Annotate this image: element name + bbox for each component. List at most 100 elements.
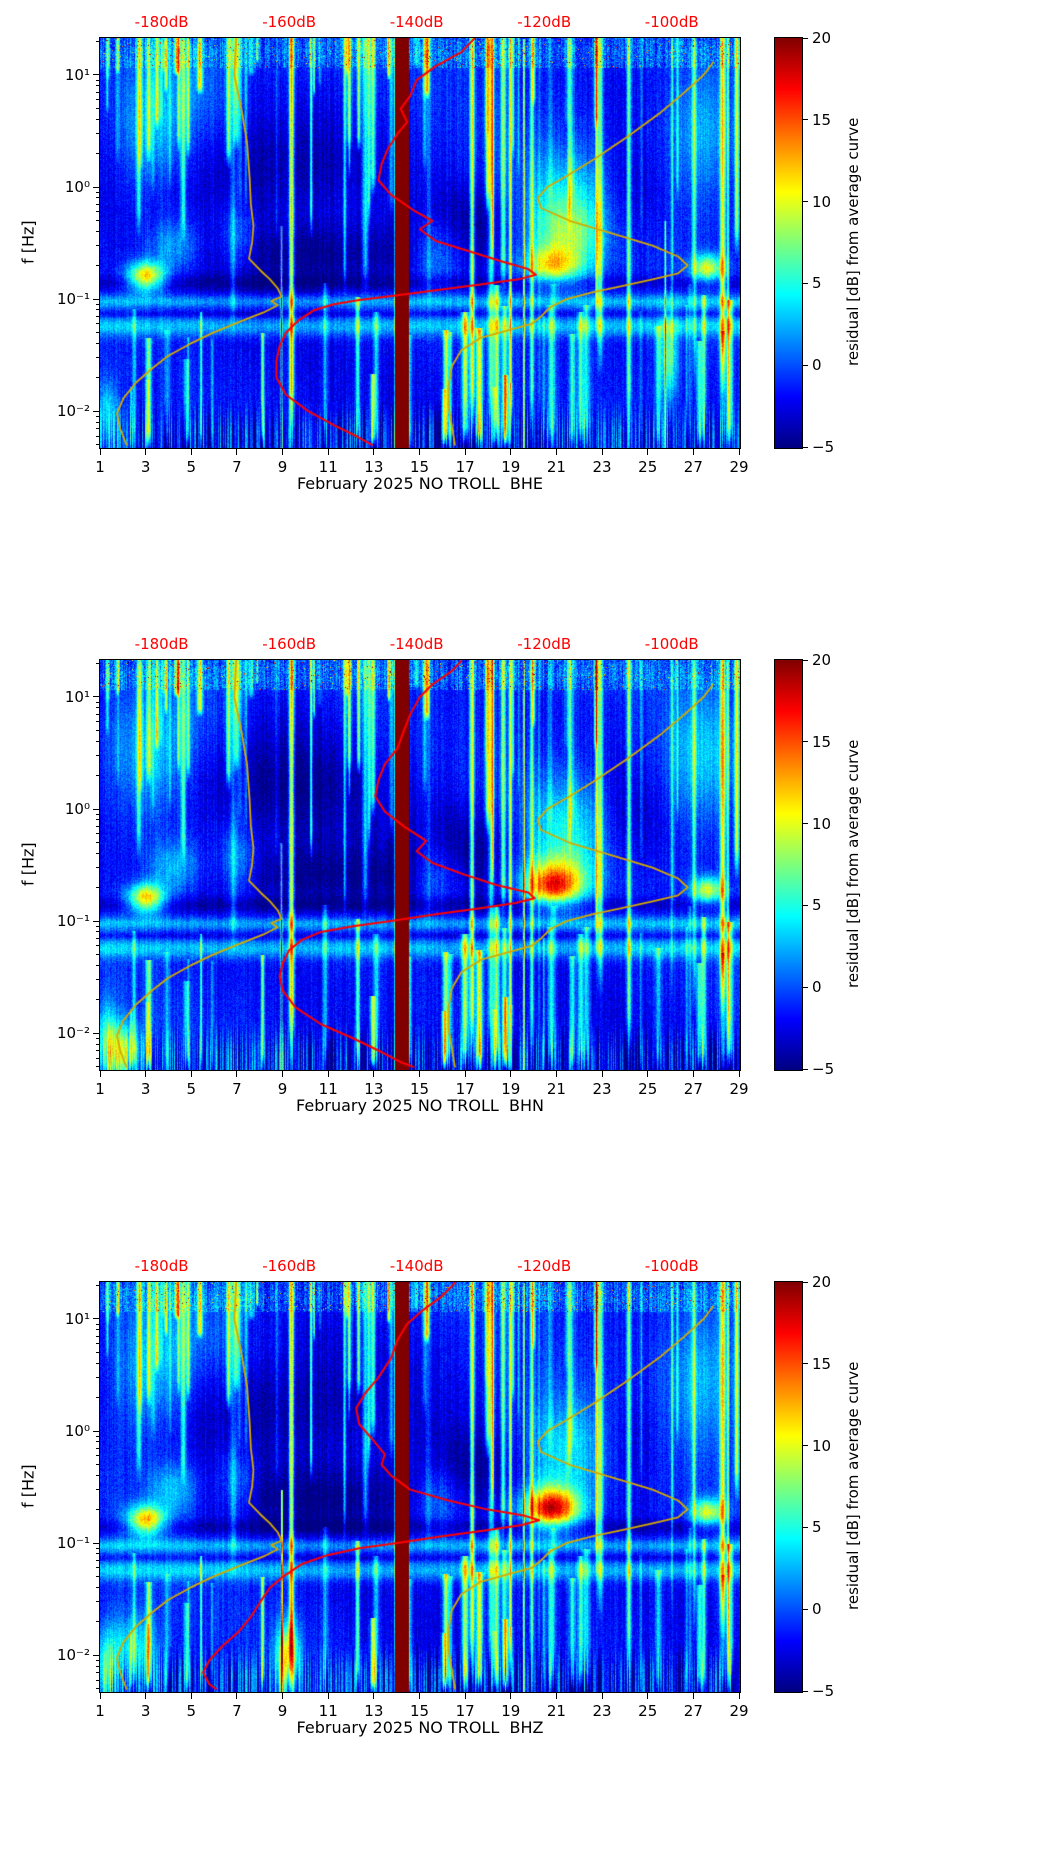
x-axis-tick [601, 1693, 603, 1699]
plot-area [99, 659, 741, 1071]
y-axis-minor-tick [96, 1447, 99, 1449]
top-axis-db-label: -160dB [262, 1257, 317, 1275]
figure-panel-bhn: f [Hz] February 2025 NO TROLL BHN residu… [0, 622, 1052, 1244]
y-axis-minor-tick [96, 965, 99, 967]
x-axis-tick [145, 449, 147, 455]
colorbar-tick [803, 446, 808, 448]
x-axis-label: February 2025 NO TROLL BHN [296, 1096, 544, 1115]
y-axis-minor-tick [96, 1396, 99, 1398]
top-axis-db-label: -100dB [644, 13, 699, 31]
y-axis-minor-tick [96, 774, 99, 776]
colorbar-tick [803, 904, 808, 906]
colorbar-tick [803, 659, 808, 661]
x-axis-tick [601, 449, 603, 455]
colorbar-gradient [775, 1282, 802, 1692]
y-axis-minor-tick [96, 343, 99, 345]
y-axis-minor-tick [96, 998, 99, 1000]
x-axis-tick [692, 1693, 694, 1699]
y-tick-label: 10⁻² [56, 1646, 90, 1665]
colorbar-tick [803, 201, 808, 203]
colorbar-gradient [775, 38, 802, 448]
x-tick-label: 1 [95, 458, 105, 476]
y-axis-minor-tick [96, 1587, 99, 1589]
colorbar-tick-label: −5 [812, 438, 835, 456]
x-axis-tick [555, 1693, 557, 1699]
x-tick-label: 23 [592, 1702, 612, 1720]
y-axis-minor-tick [96, 245, 99, 247]
top-axis-db-label: -100dB [644, 635, 699, 653]
plot-area [99, 1281, 741, 1693]
x-tick-label: 25 [638, 1702, 658, 1720]
x-tick-label: 17 [455, 458, 475, 476]
y-axis-minor-tick [96, 133, 99, 135]
y-axis-minor-tick [96, 332, 99, 334]
y-axis-minor-tick [96, 421, 99, 423]
colorbar-tick-label: 10 [812, 192, 832, 211]
x-tick-label: 11 [318, 1702, 338, 1720]
x-axis-tick [464, 1693, 466, 1699]
y-axis-minor-tick [96, 1284, 99, 1286]
x-axis-label: February 2025 NO TROLL BHZ [296, 1718, 544, 1737]
y-axis-minor-tick [96, 1576, 99, 1578]
y-axis-minor-tick [96, 1688, 99, 1690]
y-axis-minor-tick [96, 937, 99, 939]
y-axis-minor-tick [96, 1037, 99, 1039]
colorbar [774, 37, 803, 449]
x-axis-tick [419, 1071, 420, 1077]
x-axis-tick [99, 1693, 101, 1699]
top-axis-db-label: -160dB [262, 635, 317, 653]
colorbar-tick-label: 10 [812, 814, 832, 833]
y-axis-minor-tick [96, 1049, 99, 1051]
x-axis-tick [738, 449, 740, 455]
colorbar-tick-label: −5 [812, 1682, 835, 1700]
x-axis-tick [510, 1071, 512, 1077]
y-axis-minor-tick [96, 1377, 99, 1379]
x-axis-tick [190, 1693, 192, 1699]
y-axis-minor-tick [96, 741, 99, 743]
top-axis-db-label: -180dB [134, 1257, 189, 1275]
x-tick-label: 29 [729, 1702, 749, 1720]
y-tick-label: 10⁰ [64, 1422, 90, 1441]
x-axis-tick [236, 1071, 238, 1077]
colorbar-tick [803, 986, 808, 988]
top-axis-db-label: -100dB [644, 1257, 699, 1275]
y-axis-minor-tick [96, 1455, 99, 1457]
y-tick-label: 10⁻¹ [56, 290, 90, 309]
y-axis-minor-tick [96, 376, 99, 378]
y-axis-minor-tick [96, 701, 99, 703]
colorbar-tick [803, 364, 808, 366]
x-axis-tick [555, 1071, 557, 1077]
figure-panel-bhz: f [Hz] February 2025 NO TROLL BHZ residu… [0, 1244, 1052, 1866]
y-axis-minor-tick [96, 1601, 99, 1603]
x-axis-tick [419, 449, 420, 455]
y-axis-tick [93, 1542, 99, 1544]
x-axis-tick [419, 1693, 420, 1699]
y-axis-minor-tick [96, 1352, 99, 1354]
figure-panel-bhe: f [Hz] February 2025 NO TROLL BHE residu… [0, 0, 1052, 622]
y-axis-minor-tick [96, 833, 99, 835]
y-axis-minor-tick [96, 853, 99, 855]
y-axis-minor-tick [96, 1671, 99, 1673]
x-axis-tick [601, 1071, 603, 1077]
x-axis-tick [236, 1693, 238, 1699]
y-tick-label: 10⁰ [64, 800, 90, 819]
y-tick-label: 10⁰ [64, 178, 90, 197]
top-axis-db-label: -140dB [389, 13, 444, 31]
y-axis-minor-tick [96, 825, 99, 827]
x-tick-label: 15 [409, 1702, 430, 1720]
y-axis-tick [93, 1430, 99, 1432]
x-axis-tick [692, 449, 694, 455]
y-axis-minor-tick [96, 231, 99, 233]
y-axis-minor-tick [96, 264, 99, 266]
colorbar-tick-label: 5 [812, 896, 822, 915]
y-axis-minor-tick [96, 1441, 99, 1443]
x-tick-label: 19 [501, 1080, 521, 1098]
colorbar-tick-label: −5 [812, 1060, 835, 1078]
x-axis-tick [510, 1693, 512, 1699]
x-tick-label: 11 [318, 1080, 338, 1098]
colorbar-tick-label: 15 [812, 732, 832, 751]
y-axis-minor-tick [96, 813, 99, 815]
spectrogram-heatmap-bhn [100, 660, 740, 1070]
colorbar-tick-label: 5 [812, 1518, 822, 1537]
y-axis-tick [93, 186, 99, 188]
